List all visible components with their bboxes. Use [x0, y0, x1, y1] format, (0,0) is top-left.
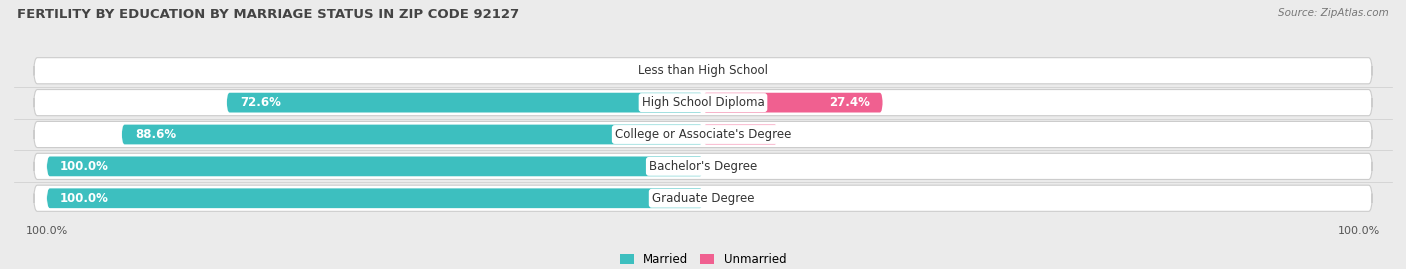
Text: 100.0%: 100.0%	[60, 160, 108, 173]
Text: Bachelor's Degree: Bachelor's Degree	[650, 160, 756, 173]
FancyBboxPatch shape	[34, 185, 1372, 211]
Text: Less than High School: Less than High School	[638, 64, 768, 77]
Text: 0.0%: 0.0%	[661, 64, 690, 77]
Text: 88.6%: 88.6%	[135, 128, 176, 141]
FancyBboxPatch shape	[34, 121, 1372, 148]
Legend: Married, Unmarried: Married, Unmarried	[620, 253, 786, 266]
FancyBboxPatch shape	[34, 153, 1372, 179]
Text: 100.0%: 100.0%	[60, 192, 108, 205]
Text: 72.6%: 72.6%	[240, 96, 281, 109]
FancyBboxPatch shape	[46, 188, 703, 208]
Text: Graduate Degree: Graduate Degree	[652, 192, 754, 205]
Text: 11.4%: 11.4%	[724, 128, 765, 141]
Text: Source: ZipAtlas.com: Source: ZipAtlas.com	[1278, 8, 1389, 18]
Text: High School Diploma: High School Diploma	[641, 96, 765, 109]
FancyBboxPatch shape	[122, 125, 703, 144]
Text: 0.0%: 0.0%	[716, 192, 745, 205]
FancyBboxPatch shape	[46, 157, 703, 176]
Text: 0.0%: 0.0%	[716, 160, 745, 173]
FancyBboxPatch shape	[34, 58, 1372, 84]
Text: College or Associate's Degree: College or Associate's Degree	[614, 128, 792, 141]
FancyBboxPatch shape	[703, 93, 883, 112]
Text: 27.4%: 27.4%	[828, 96, 870, 109]
FancyBboxPatch shape	[703, 125, 778, 144]
Text: 0.0%: 0.0%	[716, 64, 745, 77]
FancyBboxPatch shape	[226, 93, 703, 112]
FancyBboxPatch shape	[34, 90, 1372, 116]
Text: FERTILITY BY EDUCATION BY MARRIAGE STATUS IN ZIP CODE 92127: FERTILITY BY EDUCATION BY MARRIAGE STATU…	[17, 8, 519, 21]
